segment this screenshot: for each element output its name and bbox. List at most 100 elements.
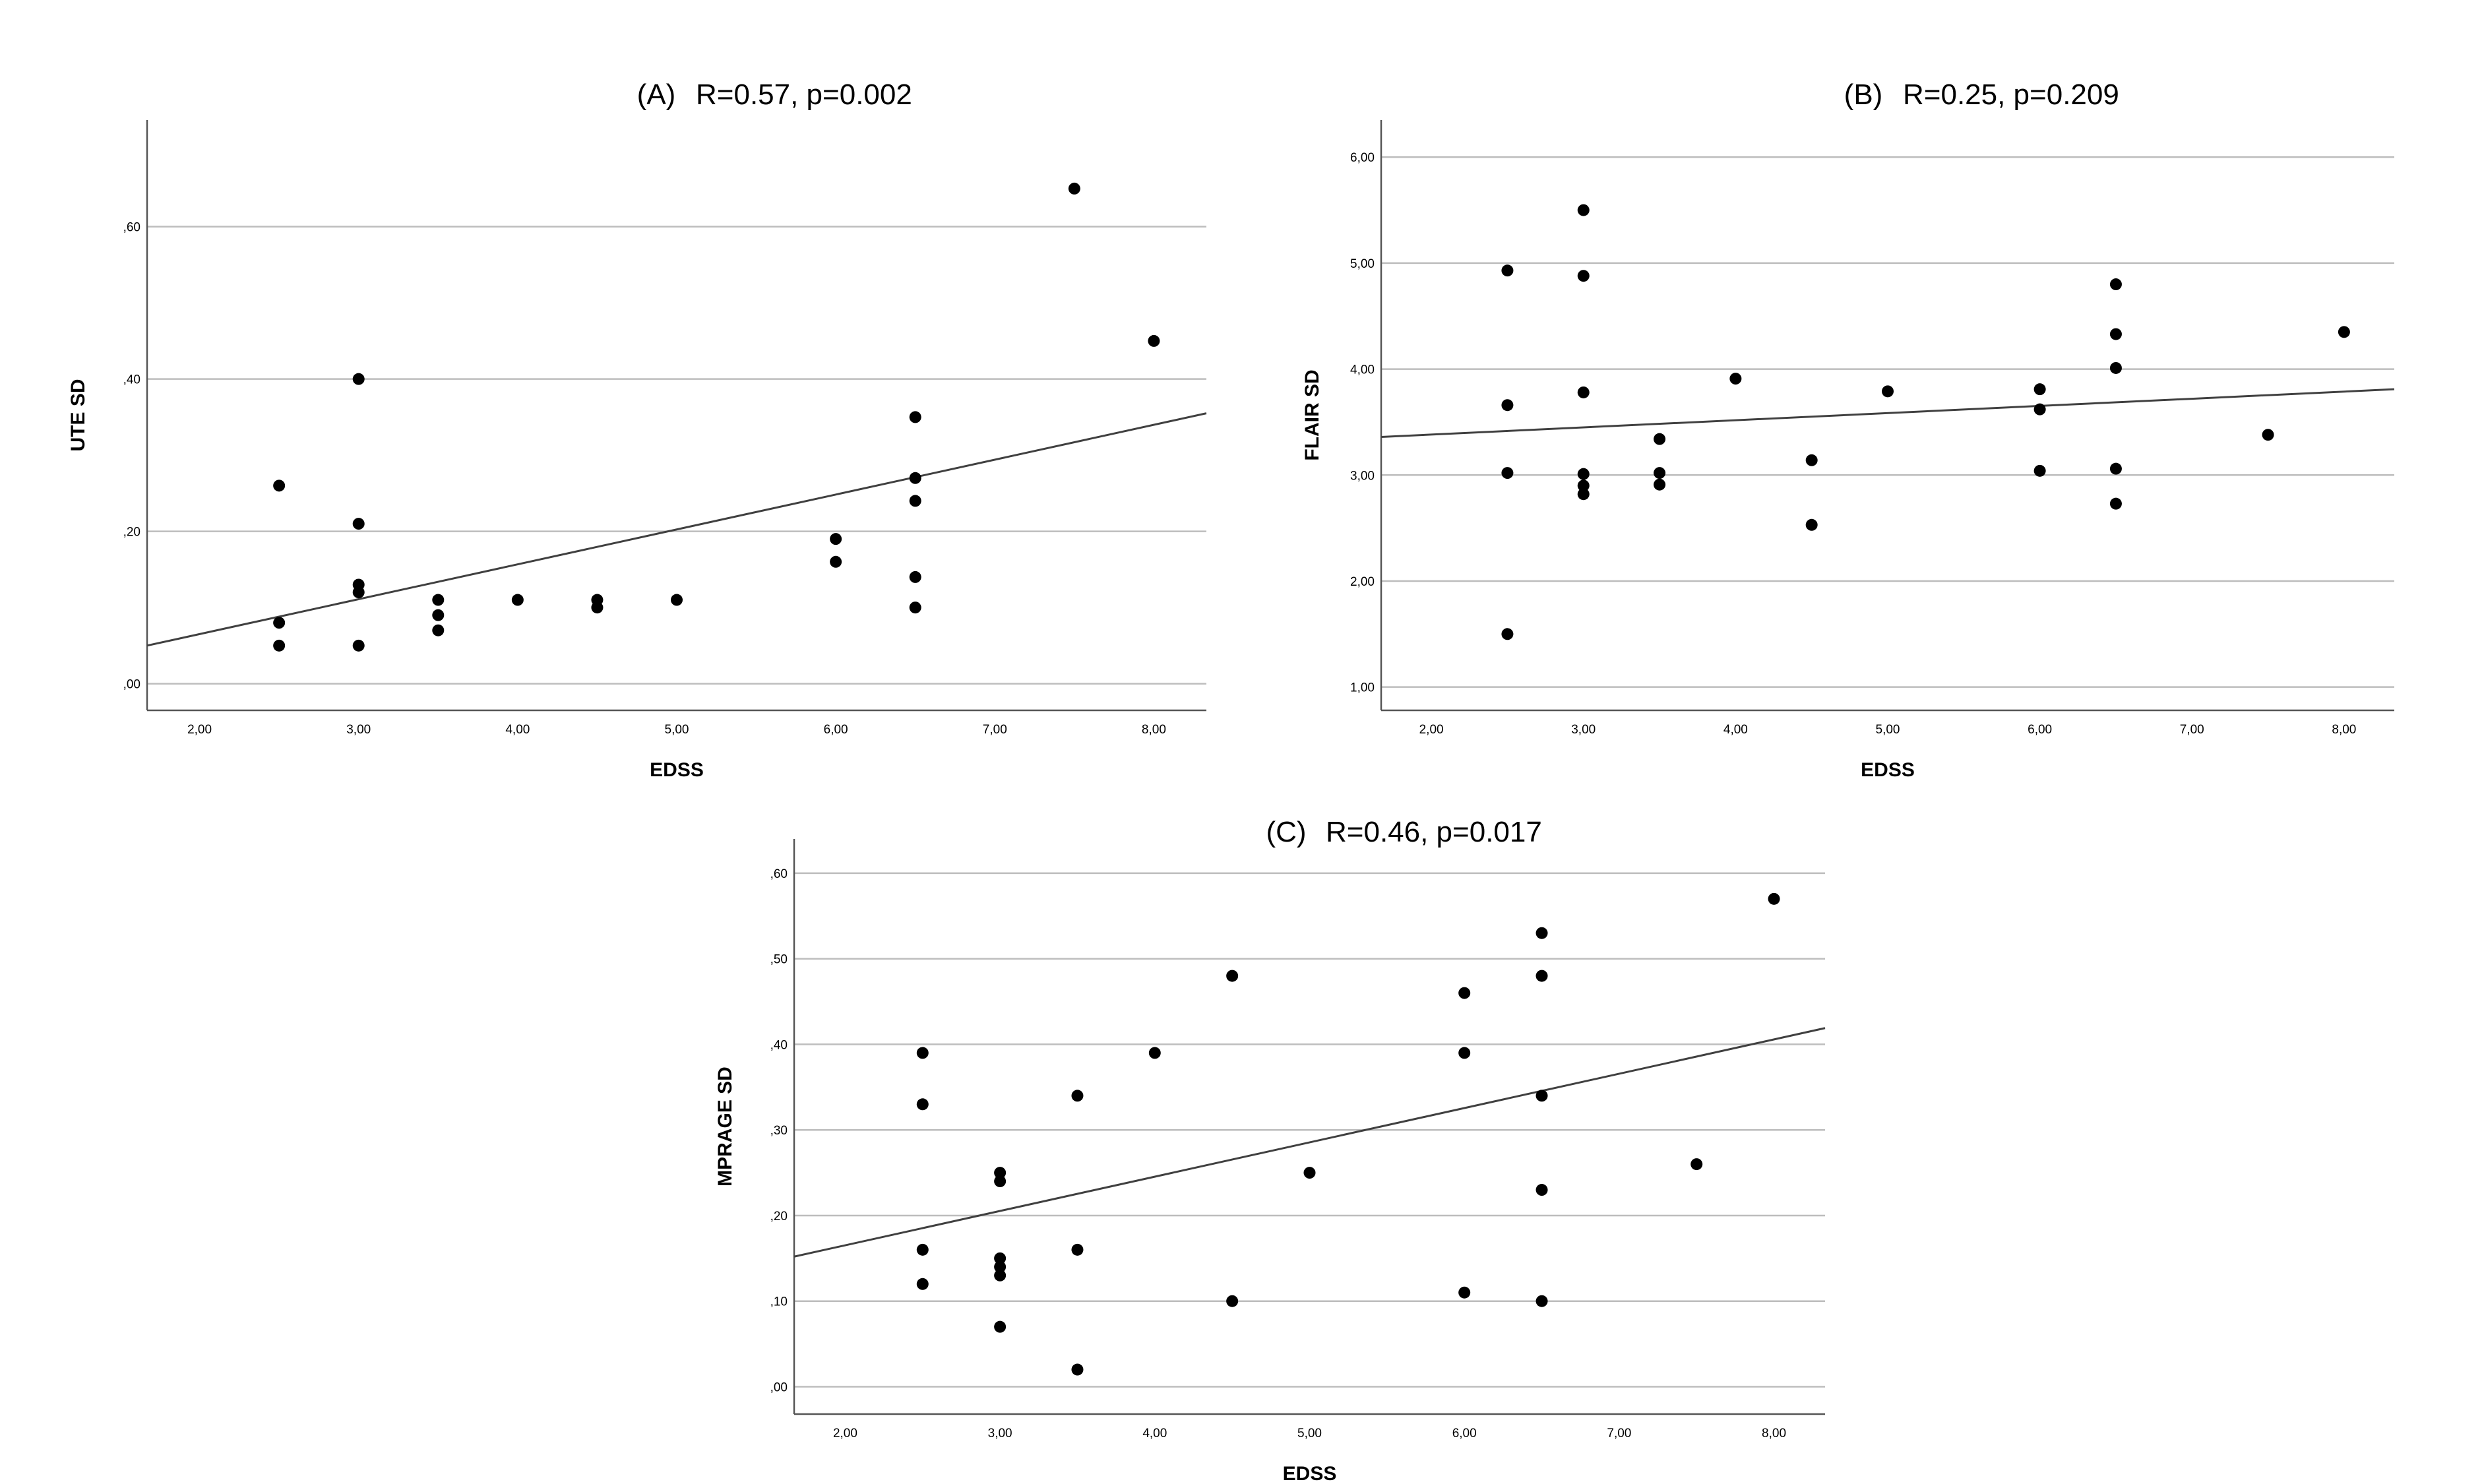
x-tick-label: 4,00 [505,723,530,737]
data-point [1071,1243,1084,1256]
data-point [1501,628,1514,640]
y-tick-label: ,30 [770,1124,788,1138]
x-tick-label: 4,00 [1142,1427,1167,1440]
y-tick-label: 5,00 [1350,257,1375,271]
y-tick-label: ,40 [770,1038,788,1052]
data-point [273,639,286,652]
y-tick-label: ,60 [123,221,140,235]
data-point [1071,1363,1084,1376]
panel-title-letter: (C) [1266,816,1306,848]
panel-title-letter: (A) [637,78,676,111]
x-tick-label: 2,00 [1419,723,1444,737]
x-tick-label: 8,00 [1142,723,1166,737]
y-axis-label: MPRAGE SD [714,1067,736,1187]
data-point [1577,479,1590,492]
x-tick-label: 3,00 [346,723,371,737]
x-tick-label: 2,00 [187,723,212,737]
data-point [1729,373,1742,385]
panel-title-stats: R=0.57, p=0.002 [696,78,912,111]
data-point [909,411,921,423]
data-point [994,1269,1007,1282]
fit-line [793,1027,1826,1258]
data-point [1458,1286,1471,1299]
data-point [1577,386,1590,398]
data-point [1536,1090,1548,1102]
data-point [1458,987,1471,999]
data-point [511,594,524,606]
data-point [2109,462,2122,475]
panel-title-stats: R=0.46, p=0.017 [1326,816,1542,848]
data-point [994,1167,1007,1179]
data-point [916,1278,929,1290]
x-tick-label: 6,00 [2028,723,2052,737]
x-tick-label: 2,00 [833,1427,857,1440]
data-point [2109,278,2122,291]
data-point [1691,1158,1703,1171]
y-tick-label: ,00 [770,1380,788,1394]
y-tick-label: 3,00 [1350,469,1375,483]
x-axis-label: EDSS [1283,1463,1337,1484]
x-tick-label: 5,00 [1297,1427,1322,1440]
data-point [1071,1090,1084,1102]
fit-line [146,412,1207,647]
y-tick-label: ,60 [770,867,788,881]
data-point [1148,1047,1161,1059]
data-point [2109,328,2122,340]
data-point [1303,1167,1316,1179]
data-point [1805,518,1818,531]
x-tick-label: 6,00 [824,723,848,737]
data-point [916,1047,929,1059]
data-point [2033,403,2046,416]
x-tick-label: 6,00 [1452,1427,1477,1440]
panel-title-letter: (B) [1844,78,1883,111]
data-point [1536,1295,1548,1307]
y-tick-label: ,50 [770,953,788,967]
data-point [1654,467,1666,479]
chart-panel-b: 1,00 2,00 3,00 4,00 5,00 6,00 2,00 3,00 4,00 5,00… [1301,78,2395,781]
data-point [671,594,683,606]
data-point [994,1320,1007,1333]
data-point [909,495,921,507]
y-tick-label: ,20 [770,1210,788,1223]
data-point [273,617,286,629]
data-point [2033,383,2046,396]
y-tick-label: 1,00 [1350,681,1375,695]
data-point [1501,399,1514,412]
data-point [1501,264,1514,277]
y-tick-label: ,40 [123,373,140,387]
data-point [591,602,604,614]
y-tick-label: ,00 [123,678,140,692]
panel-title-stats: R=0.25, p=0.209 [1903,78,2119,111]
x-tick-label: 5,00 [1876,723,1900,737]
chart-panel-a: ,00 ,20 ,40 ,60 2,00 3,00 4,00 5,00 6,00 7,00 8,00… [67,78,1207,781]
data-point [909,472,921,484]
data-point [1654,478,1666,491]
x-tick-label: 3,00 [988,1427,1012,1440]
data-point [1536,927,1548,939]
data-point [1577,468,1590,480]
data-point [994,1260,1007,1273]
data-point [2338,326,2350,338]
x-tick-label: 8,00 [2332,723,2356,737]
y-tick-label: 2,00 [1350,575,1375,589]
data-point [432,609,445,621]
x-tick-label: 8,00 [1762,1427,1786,1440]
data-point [352,639,365,652]
data-point [1226,970,1239,982]
data-point [2262,429,2274,441]
data-point [916,1098,929,1111]
x-axis-label: EDSS [1861,759,1915,781]
x-tick-label: 7,00 [1607,1427,1631,1440]
data-point [273,479,286,492]
y-tick-label: 4,00 [1350,363,1375,377]
data-point [1577,488,1590,501]
y-axis-label: FLAIR SD [1301,369,1323,460]
y-tick-label: 6,00 [1350,151,1375,165]
x-tick-label: 4,00 [1723,723,1748,737]
y-tick-label: ,10 [770,1295,788,1309]
data-point [1577,204,1590,216]
chart-panel-c: ,00 ,10 ,20 ,30 ,40 ,50 ,60 2,00 3,00 4,00 5,00 6,0… [714,816,1826,1484]
data-point [1768,892,1780,905]
data-point [1882,385,1894,398]
data-point [909,571,921,583]
